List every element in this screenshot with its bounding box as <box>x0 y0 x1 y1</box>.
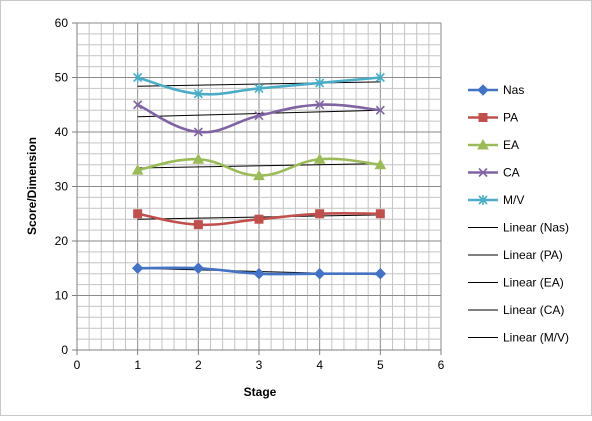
legend-entry: Linear (CA) <box>468 303 564 317</box>
y-tick-label: 20 <box>55 234 69 248</box>
data-point <box>193 220 203 230</box>
x-tick-label: 1 <box>134 358 141 372</box>
legend-label: Linear (PA) <box>503 248 563 262</box>
x-tick-label: 3 <box>256 358 263 372</box>
legend-entry: Nas <box>468 83 524 97</box>
y-tick-label: 30 <box>55 180 69 194</box>
data-point <box>254 83 264 94</box>
x-tick-label: 5 <box>377 358 384 372</box>
data-point <box>478 113 488 122</box>
data-point <box>254 214 264 224</box>
series <box>131 72 387 280</box>
y-tick-label: 40 <box>55 125 69 139</box>
data-point-stroke <box>375 105 385 115</box>
data-point <box>374 158 387 170</box>
legend-label: PA <box>503 111 518 125</box>
data-point <box>478 167 488 178</box>
legend-entry: Linear (Nas) <box>468 221 569 235</box>
data-point <box>133 72 143 83</box>
data-point <box>477 138 489 150</box>
legend-label: Nas <box>503 83 524 97</box>
data-point <box>313 153 326 164</box>
x-tick-label: 6 <box>438 358 445 372</box>
x-axis-title: Stage <box>244 385 277 399</box>
data-point <box>313 267 326 280</box>
legend-entry: CA <box>468 166 520 180</box>
x-tick-label: 4 <box>316 358 323 372</box>
axes <box>72 22 442 355</box>
legend-label: Linear (CA) <box>503 303 564 317</box>
legend-label: EA <box>503 138 519 152</box>
data-point <box>193 88 203 99</box>
data-point <box>131 262 144 274</box>
trendline <box>137 163 381 169</box>
data-point-stroke <box>133 100 143 110</box>
series-group <box>133 100 385 137</box>
x-tick-label: 0 <box>74 358 81 372</box>
trendline <box>137 109 381 118</box>
legend-label: Linear (EA) <box>503 276 564 290</box>
data-point <box>478 195 488 205</box>
data-point <box>253 169 265 181</box>
x-tick-label: 2 <box>195 358 202 372</box>
y-tick-label: 10 <box>55 289 69 303</box>
data-point-stroke <box>478 167 488 178</box>
legend-entry: PA <box>468 111 518 125</box>
data-point <box>477 84 489 96</box>
data-point <box>192 262 205 274</box>
data-point <box>192 153 205 164</box>
y-axis-title: Score/Dimension <box>25 137 39 235</box>
series-group <box>133 72 385 99</box>
data-point <box>193 127 203 137</box>
y-tick-label: 50 <box>55 71 69 85</box>
data-point-stroke <box>254 111 264 121</box>
data-point <box>375 209 385 219</box>
data-point <box>253 267 265 280</box>
data-point <box>375 105 385 115</box>
data-point <box>254 111 264 121</box>
legend-entry: Linear (EA) <box>468 276 564 290</box>
data-point <box>133 209 143 219</box>
data-point-stroke <box>193 127 203 137</box>
data-point <box>315 77 325 88</box>
legend-entry: EA <box>468 138 519 152</box>
legend-label: M/V <box>503 193 524 207</box>
series-group <box>131 262 387 280</box>
legend-entry: M/V <box>468 193 524 207</box>
y-tick-label: 0 <box>61 343 68 357</box>
data-point <box>315 100 325 110</box>
legend-entry: Linear (PA) <box>468 248 563 262</box>
data-point <box>131 164 144 175</box>
data-point <box>133 100 143 110</box>
data-point <box>315 209 325 219</box>
legend-entry: Linear (M/V) <box>468 331 569 345</box>
data-point-stroke <box>315 100 325 110</box>
data-point <box>375 72 385 83</box>
legend-label: Linear (Nas) <box>503 221 569 235</box>
data-point <box>374 267 387 280</box>
y-tick-label: 60 <box>55 16 69 30</box>
legend: Nas PA EA CA M/V Linear (Nas) Linear (PA) Linea… <box>468 83 569 345</box>
legend-label: Linear (M/V) <box>503 331 569 345</box>
series-group <box>131 153 387 181</box>
series-group <box>133 209 385 230</box>
legend-label: CA <box>503 166 520 180</box>
